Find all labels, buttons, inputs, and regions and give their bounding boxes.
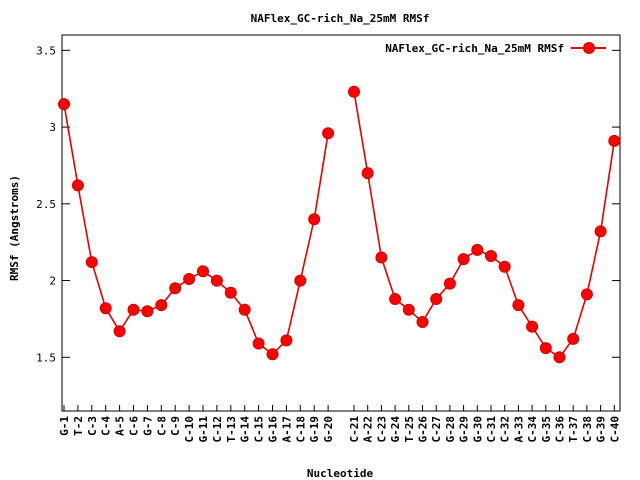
legend: NAFlex_GC-rich_Na_25mM RMSf (385, 42, 606, 55)
data-point (608, 134, 621, 147)
data-point (197, 265, 209, 278)
data-point (155, 299, 168, 312)
x-tick-label: C-10 (183, 416, 196, 443)
data-point (512, 299, 525, 312)
data-point (430, 293, 443, 305)
x-tick-label: C-31 (485, 416, 498, 443)
y-tick-label: 1.5 (36, 351, 56, 364)
data-point (375, 251, 388, 264)
data-point (580, 288, 593, 301)
y-tick-label: 3.5 (36, 44, 56, 57)
data-point (594, 225, 607, 238)
data-point (58, 98, 70, 111)
data-point (361, 167, 374, 180)
x-tick-label: A-33 (512, 416, 525, 443)
x-tick-label: C-32 (499, 416, 512, 443)
data-point (169, 282, 182, 295)
x-tick-label: G-30 (471, 416, 484, 443)
series-layer (58, 85, 621, 364)
data-point (183, 273, 196, 285)
x-axis-label: Nucleotide (307, 467, 374, 480)
x-tick-label: C-12 (211, 416, 224, 443)
x-tick-label: T-2 (72, 416, 85, 436)
x-tick-label: G-28 (444, 416, 457, 443)
data-point (127, 303, 140, 316)
data-point (567, 332, 580, 345)
data-point (308, 213, 321, 226)
data-point (85, 256, 98, 269)
y-tick-label: 2 (49, 275, 56, 288)
x-tick-label: G-19 (308, 416, 321, 443)
x-tick-label: C-36 (554, 416, 567, 443)
x-tick-label: C-34 (526, 416, 539, 443)
x-tick-label: C-40 (608, 416, 621, 443)
x-tick-label: G-14 (239, 416, 252, 443)
data-point (238, 303, 251, 316)
data-point (498, 260, 511, 273)
data-point (389, 293, 402, 305)
x-tick-label: A-5 (114, 416, 127, 436)
data-point (322, 127, 335, 140)
data-point (526, 320, 539, 333)
x-tick-label: A-22 (362, 416, 375, 443)
x-tick-label: C-21 (348, 416, 361, 443)
y-tick-label: 3 (49, 121, 56, 134)
x-tick-label: G-35 (540, 416, 553, 443)
y-axis-label: RMSf (Angstroms) (8, 175, 21, 281)
x-tick-label: C-38 (581, 416, 594, 443)
data-point (416, 316, 429, 328)
data-point (348, 85, 360, 98)
y-tick-label: 2.5 (36, 198, 56, 211)
x-tick-label: C-27 (430, 416, 443, 443)
data-point (266, 348, 279, 361)
x-tick-label: G-39 (595, 416, 608, 443)
x-tick-label: C-9 (169, 416, 182, 436)
legend-label: NAFlex_GC-rich_Na_25mM RMSf (385, 42, 564, 55)
series-line (63, 103, 329, 356)
chart-title: NAFlex_GC-rich_Na_25mM RMSf (251, 12, 430, 25)
data-point (113, 325, 126, 338)
data-point (252, 337, 265, 350)
data-point (71, 179, 84, 192)
data-point (99, 302, 112, 315)
x-tick-label: G-1 (58, 416, 71, 436)
x-tick-label: G-24 (389, 416, 402, 443)
x-tick-label: G-29 (458, 416, 471, 443)
y-axis-ticks: 1.5 2 2.5 3 3.5 (36, 44, 620, 364)
legend-marker (583, 42, 595, 54)
x-tick-label: T-13 (225, 416, 238, 443)
data-point (485, 250, 497, 262)
data-point (224, 286, 237, 299)
series-line (353, 91, 616, 359)
data-point (280, 334, 293, 347)
data-point (210, 274, 223, 287)
x-tick-label: G-20 (322, 416, 335, 443)
x-tick-label: G-26 (417, 416, 430, 443)
x-tick-label: G-16 (267, 416, 280, 443)
x-tick-label: C-4 (100, 416, 113, 436)
x-tick-label: C-8 (155, 416, 168, 436)
x-tick-label: C-18 (294, 416, 307, 443)
x-tick-label: C-6 (128, 416, 141, 436)
x-tick-label: G-11 (197, 416, 210, 443)
data-point (539, 342, 552, 355)
x-tick-label: T-37 (567, 416, 580, 443)
data-point (402, 303, 415, 316)
x-tick-label: C-15 (253, 416, 266, 443)
data-point (141, 305, 154, 318)
x-tick-label: A-17 (280, 416, 293, 443)
x-tick-label: T-25 (403, 416, 416, 443)
x-axis-ticks: G-1 T-2 C-3 C-4 A-5 C-6 G-7 C-8 C-9 C-10 G-11 C-12 T… (58, 405, 621, 443)
data-point (553, 351, 566, 364)
data-point (294, 274, 307, 287)
x-tick-label: C-3 (86, 416, 99, 436)
data-point (471, 243, 484, 256)
x-tick-label: G-7 (141, 416, 154, 436)
data-point (457, 253, 470, 266)
x-tick-label: C-23 (375, 416, 388, 443)
data-point (443, 277, 456, 290)
plot-frame (61, 34, 621, 412)
